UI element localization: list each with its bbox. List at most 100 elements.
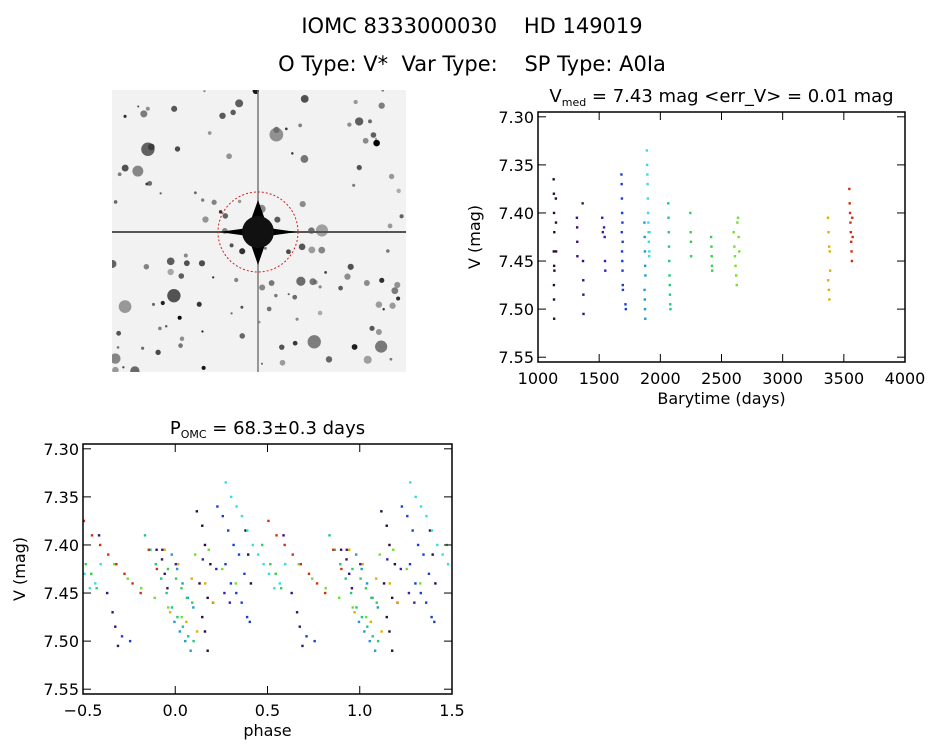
data-point (601, 216, 604, 219)
data-point (351, 567, 354, 571)
data-point (552, 298, 556, 301)
field-star (355, 117, 364, 126)
data-point (409, 481, 412, 484)
data-point (111, 611, 114, 614)
data-point (428, 529, 432, 532)
data-point (88, 587, 92, 590)
field-star (338, 285, 343, 291)
x-tick-label: 0.5 (255, 701, 280, 720)
data-point (246, 529, 249, 532)
field-star (118, 300, 132, 313)
data-point (357, 620, 361, 624)
data-point (828, 250, 831, 253)
data-point (107, 553, 110, 556)
data-point (212, 601, 215, 604)
data-point (689, 255, 693, 258)
field-star (113, 200, 118, 204)
field-star (166, 257, 175, 266)
data-point (414, 495, 417, 499)
data-point (194, 553, 197, 556)
field-star (122, 366, 125, 369)
data-point (83, 572, 86, 576)
data-point (209, 562, 212, 566)
data-point (275, 534, 278, 537)
data-point (380, 630, 383, 633)
data-point (224, 481, 227, 484)
y-tick-label: 7.35 (43, 488, 79, 507)
data-point (849, 240, 853, 244)
data-point (167, 606, 170, 609)
data-point (648, 250, 651, 253)
data-point (349, 591, 353, 595)
field-star (151, 302, 156, 306)
field-star (352, 183, 356, 187)
data-point (345, 548, 348, 551)
x-tick-label: 0.0 (163, 701, 188, 720)
data-point (850, 259, 854, 263)
field-star (318, 285, 322, 289)
data-point (736, 216, 740, 219)
field-star (296, 276, 306, 286)
y-tick-label: 7.30 (498, 108, 534, 127)
data-point (709, 235, 713, 239)
field-star (362, 137, 369, 144)
data-point (390, 649, 394, 652)
data-point (689, 230, 692, 234)
data-point (371, 635, 374, 638)
data-point (184, 639, 187, 643)
data-point (113, 562, 116, 566)
field-star (203, 90, 206, 93)
data-point (828, 298, 831, 301)
data-point (165, 591, 168, 595)
data-point (333, 548, 337, 551)
field-star (130, 366, 140, 372)
field-star (268, 280, 275, 286)
data-point (643, 235, 646, 239)
field-star (300, 155, 309, 163)
field-star (292, 340, 298, 346)
data-point (235, 505, 238, 508)
data-point (348, 548, 351, 551)
field-star (389, 302, 396, 309)
data-point (643, 298, 646, 301)
field-star (386, 249, 390, 253)
data-point (646, 211, 650, 215)
data-point (174, 562, 177, 566)
data-point (376, 639, 380, 643)
data-point (373, 649, 377, 652)
data-point (405, 567, 408, 571)
data-point (827, 245, 831, 248)
field-star (266, 306, 272, 312)
data-point (621, 240, 624, 244)
data-point (248, 620, 252, 624)
data-point (436, 543, 439, 547)
data-point (328, 534, 331, 537)
x-axis-label: Barytime (days) (657, 389, 785, 408)
field-star (179, 336, 185, 341)
data-point (131, 582, 134, 585)
field-star (239, 333, 246, 339)
data-point (621, 269, 624, 272)
data-point (301, 644, 304, 648)
field-star (374, 137, 378, 140)
y-tick-label: 7.55 (43, 680, 79, 699)
data-point (388, 630, 391, 633)
data-point (576, 240, 579, 244)
data-point (224, 562, 227, 566)
y-tick-label: 7.40 (498, 204, 534, 223)
data-point (554, 221, 558, 224)
data-point (646, 173, 649, 176)
data-point (669, 303, 672, 306)
data-point (668, 259, 671, 263)
plot-frame (82, 443, 453, 695)
data-point (82, 519, 86, 523)
data-point (390, 596, 394, 600)
field-star (396, 296, 401, 301)
field-star (308, 246, 316, 254)
data-point (170, 606, 174, 609)
data-point (668, 293, 672, 296)
data-point (396, 601, 400, 604)
data-point (160, 577, 163, 580)
field-star (222, 213, 229, 219)
